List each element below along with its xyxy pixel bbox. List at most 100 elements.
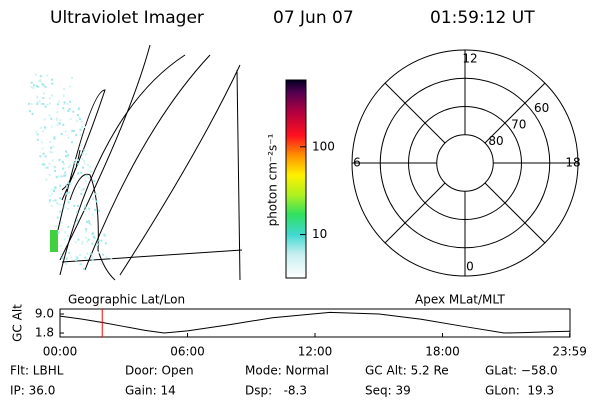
status-field: Mode: Normal [245, 364, 329, 378]
status-field: GLat: −58.0 [485, 364, 558, 378]
mlt-spoke [484, 82, 546, 144]
speckle [30, 86, 33, 89]
speckle [66, 156, 69, 159]
speckle [97, 251, 100, 254]
speckle [63, 174, 66, 177]
speckle [76, 219, 79, 222]
speckle [65, 263, 68, 266]
speckle [96, 244, 99, 247]
x-tick-label: 18:00 [425, 345, 460, 359]
speckle [84, 236, 87, 239]
speckle [78, 106, 81, 109]
speckle [73, 129, 76, 132]
speckle [64, 130, 67, 133]
speckle [54, 199, 57, 202]
speckle [31, 112, 34, 115]
map-label: Geographic Lat/Lon [68, 293, 185, 307]
speckle [91, 258, 94, 261]
speckle [67, 154, 70, 157]
speckle [72, 161, 75, 164]
speckle [35, 85, 38, 88]
speckle [94, 193, 97, 196]
speckle [80, 242, 83, 245]
speckle [68, 251, 71, 254]
mlt-label: 18 [565, 156, 580, 170]
speckle [36, 133, 39, 136]
mlt-spoke [384, 182, 446, 244]
speckle [84, 205, 87, 208]
speckle [56, 103, 59, 106]
speckle [88, 222, 91, 225]
speckle [53, 166, 56, 169]
status-field: Dsp: -8.3 [245, 384, 307, 398]
speckle [65, 151, 68, 154]
speckle [41, 147, 44, 150]
speckle [104, 235, 107, 238]
speckle [83, 159, 86, 162]
speckle [100, 262, 103, 265]
aurora-spot [50, 230, 58, 252]
speckle [89, 223, 92, 226]
speckle [85, 208, 88, 211]
speckle [61, 256, 64, 259]
speckle [51, 94, 54, 97]
speckle [81, 240, 84, 243]
mlt-spoke [484, 182, 546, 244]
speckle [91, 213, 94, 216]
speckle [55, 176, 58, 179]
speckle [86, 163, 89, 166]
speckle [81, 152, 84, 155]
speckle [66, 208, 69, 211]
speckle [67, 225, 70, 228]
speckle [53, 137, 56, 140]
speckle [51, 159, 54, 162]
x-tick-label: 06:00 [170, 345, 205, 359]
speckle [75, 133, 78, 136]
speckle [65, 186, 68, 189]
speckle [70, 141, 73, 144]
x-tick-label: 00:00 [43, 345, 78, 359]
speckle [50, 117, 53, 120]
speckle [67, 136, 70, 139]
speckle [82, 188, 85, 191]
speckle [49, 150, 52, 153]
speckle [48, 194, 51, 197]
lat-label: 80 [488, 134, 503, 148]
speckle [82, 166, 85, 169]
speckle [48, 201, 51, 204]
y-axis-label: GC Alt [11, 304, 25, 342]
speckle [59, 203, 62, 206]
speckle [48, 162, 51, 165]
speckle [77, 238, 80, 241]
speckle [71, 129, 74, 132]
speckle [58, 122, 61, 125]
mlt-label: 12 [462, 52, 477, 66]
speckle [30, 102, 33, 105]
speckle [64, 171, 67, 174]
speckle [32, 86, 35, 89]
speckle [51, 82, 54, 85]
speckle [36, 138, 39, 141]
speckle [75, 211, 78, 214]
speckle [80, 192, 83, 195]
speckle [61, 160, 64, 163]
time: 01:59:12 UT [430, 8, 535, 28]
speckle [39, 155, 42, 158]
speckle [79, 253, 82, 256]
speckle [97, 209, 100, 212]
speckle [88, 207, 91, 210]
speckle [60, 221, 63, 224]
speckle [38, 100, 41, 103]
speckle [44, 166, 47, 169]
status-field: Gain: 14 [125, 384, 176, 398]
speckle [55, 119, 58, 122]
speckle [46, 103, 49, 106]
speckle [67, 201, 70, 204]
speckle [103, 233, 106, 236]
speckle [51, 188, 54, 191]
speckle [52, 199, 55, 202]
speckle [59, 210, 62, 213]
speckle [87, 238, 90, 241]
status-field: Door: Open [125, 364, 194, 378]
speckle [40, 103, 43, 106]
